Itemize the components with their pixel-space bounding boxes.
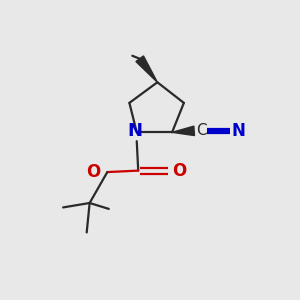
Text: O: O: [87, 163, 101, 181]
Text: C: C: [196, 123, 207, 138]
Polygon shape: [136, 56, 158, 82]
Text: O: O: [172, 162, 186, 180]
Polygon shape: [172, 126, 194, 136]
Text: N: N: [232, 122, 246, 140]
Text: N: N: [128, 122, 143, 140]
